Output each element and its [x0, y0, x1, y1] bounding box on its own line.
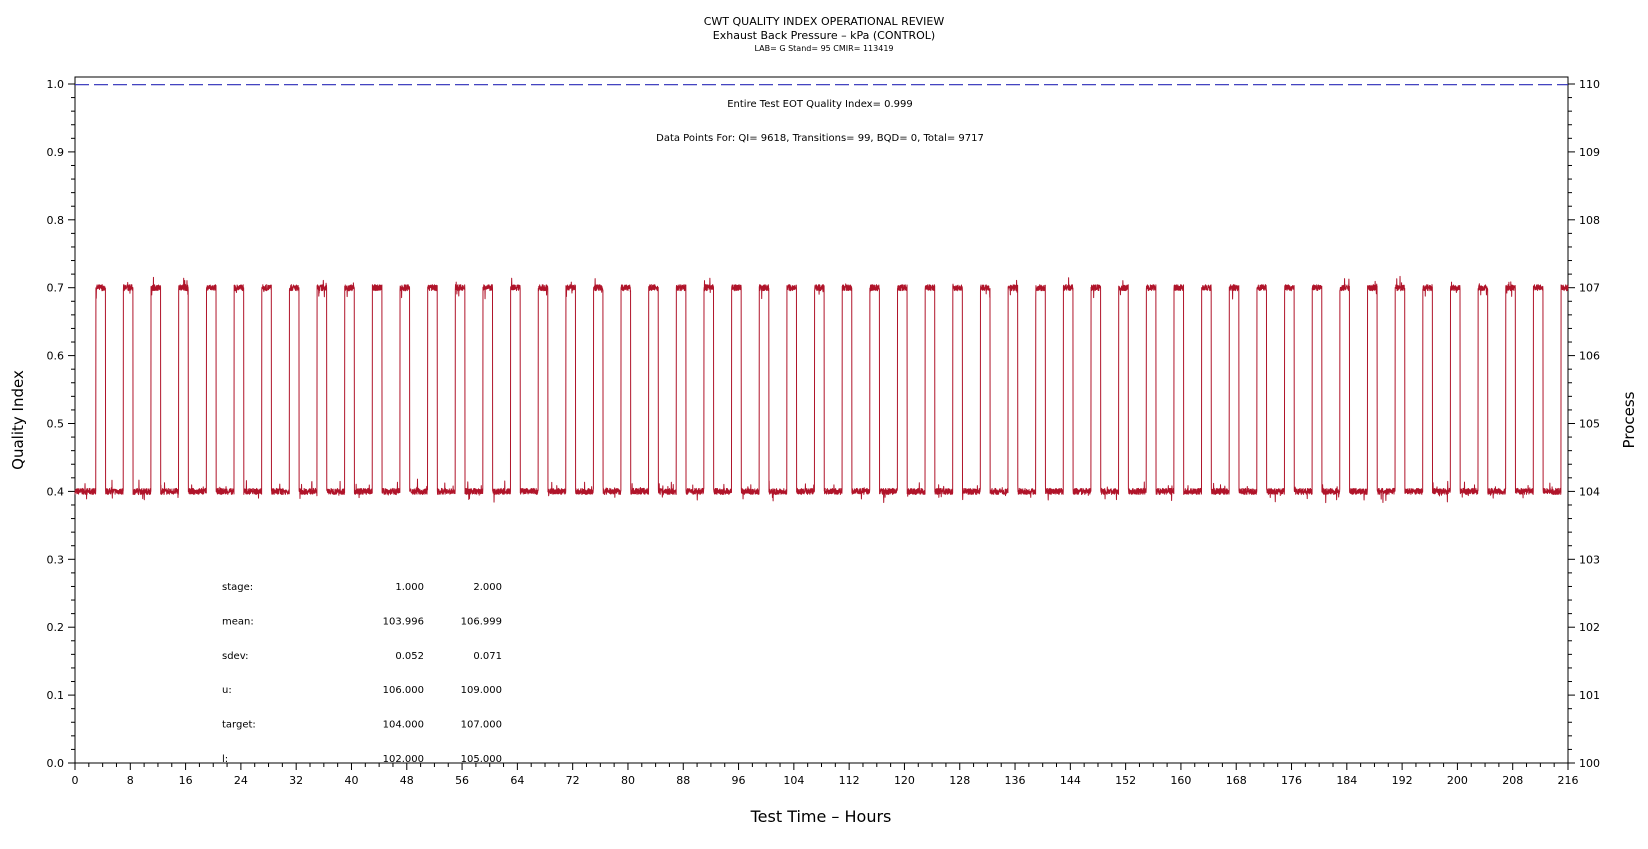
y2-tick-label: 102	[1579, 621, 1600, 634]
x-tick-label: 192	[1392, 774, 1413, 787]
x-tick-label: 88	[676, 774, 690, 787]
stats-value-stage2: 2.000	[473, 582, 502, 593]
y2-tick-label: 105	[1579, 418, 1600, 431]
x-tick-label: 216	[1558, 774, 1579, 787]
y2-tick-label: 104	[1579, 485, 1600, 498]
x-tick-label: 96	[732, 774, 746, 787]
y2-tick-label: 100	[1579, 757, 1600, 770]
x-tick-label: 24	[234, 774, 248, 787]
y-tick-label: 0.8	[47, 214, 65, 227]
y2-axis-label: Process	[1620, 391, 1638, 448]
x-tick-label: 184	[1336, 774, 1357, 787]
x-tick-label: 72	[566, 774, 580, 787]
data-points-annotation: Data Points For: QI= 9618, Transitions= …	[656, 133, 984, 144]
stats-label: u:	[222, 685, 232, 696]
x-tick-label: 56	[455, 774, 469, 787]
y-tick-label: 0.2	[47, 621, 65, 634]
y-tick-label: 0.7	[47, 282, 65, 295]
stats-value-stage1: 1.000	[395, 582, 424, 593]
x-tick-label: 104	[783, 774, 804, 787]
x-tick-label: 176	[1281, 774, 1302, 787]
y2-tick-label: 109	[1579, 146, 1600, 159]
x-tick-label: 120	[894, 774, 915, 787]
x-tick-label: 168	[1226, 774, 1247, 787]
x-tick-label: 80	[621, 774, 635, 787]
stats-value-stage2: 107.000	[461, 720, 502, 731]
x-tick-label: 128	[949, 774, 970, 787]
stats-value-stage2: 109.000	[461, 685, 502, 696]
y-axis-label: Quality Index	[9, 370, 27, 470]
x-tick-label: 160	[1170, 774, 1191, 787]
x-tick-label: 200	[1447, 774, 1468, 787]
stats-value-stage1: 102.000	[383, 754, 424, 765]
chart-title: CWT QUALITY INDEX OPERATIONAL REVIEW	[704, 15, 945, 28]
x-axis-label: Test Time – Hours	[750, 807, 892, 826]
y2-tick-label: 106	[1579, 350, 1600, 363]
chart-subtitle: Exhaust Back Pressure – kPa (CONTROL)	[713, 29, 935, 42]
chart-info-line: LAB= G Stand= 95 CMIR= 113419	[754, 44, 893, 53]
x-tick-label: 40	[344, 774, 358, 787]
x-tick-label: 32	[289, 774, 303, 787]
x-tick-label: 144	[1060, 774, 1081, 787]
y2-tick-label: 108	[1579, 214, 1600, 227]
y-tick-label: 0.5	[47, 418, 65, 431]
y2-tick-label: 110	[1579, 78, 1600, 91]
x-tick-label: 16	[179, 774, 193, 787]
process-series	[74, 275, 1569, 504]
y-tick-label: 0.4	[47, 485, 65, 498]
stats-label: l:	[222, 754, 228, 765]
x-tick-label: 64	[510, 774, 524, 787]
y2-tick-label: 101	[1579, 689, 1600, 702]
y-tick-label: 0.0	[47, 757, 65, 770]
x-tick-label: 112	[839, 774, 860, 787]
x-tick-label: 8	[127, 774, 134, 787]
x-tick-label: 136	[1005, 774, 1026, 787]
y-tick-label: 1.0	[47, 78, 65, 91]
y-tick-label: 0.1	[47, 689, 65, 702]
stats-value-stage1: 0.052	[395, 651, 424, 662]
y2-tick-label: 103	[1579, 553, 1600, 566]
y-tick-label: 0.9	[47, 146, 65, 159]
stats-label: mean:	[222, 616, 254, 627]
stats-value-stage2: 106.999	[461, 616, 502, 627]
y-tick-label: 0.3	[47, 553, 65, 566]
x-tick-label: 208	[1502, 774, 1523, 787]
x-tick-label: 0	[72, 774, 79, 787]
stats-value-stage2: 0.071	[473, 651, 502, 662]
stats-value-stage2: 105.000	[461, 754, 502, 765]
stats-label: sdev:	[222, 651, 248, 662]
qi-annotation: Entire Test EOT Quality Index= 0.999	[727, 99, 913, 110]
axis-ticks: 0 8 16 24 32 40 48 56 64 72 80 88 96 104 112 120 128 136 1…	[47, 78, 1601, 787]
stats-value-stage1: 104.000	[383, 720, 424, 731]
y2-tick-label: 107	[1579, 282, 1600, 295]
stats-value-stage1: 103.996	[383, 616, 424, 627]
stats-value-stage1: 106.000	[383, 685, 424, 696]
stats-label: stage:	[222, 582, 253, 593]
x-tick-label: 48	[400, 774, 414, 787]
y-tick-label: 0.6	[47, 350, 65, 363]
stats-label: target:	[222, 720, 256, 731]
process-line	[74, 275, 1569, 504]
stats-table: stage: 1.000 2.000 mean: 103.996 106.999 sdev:…	[222, 582, 502, 765]
x-tick-label: 152	[1115, 774, 1136, 787]
